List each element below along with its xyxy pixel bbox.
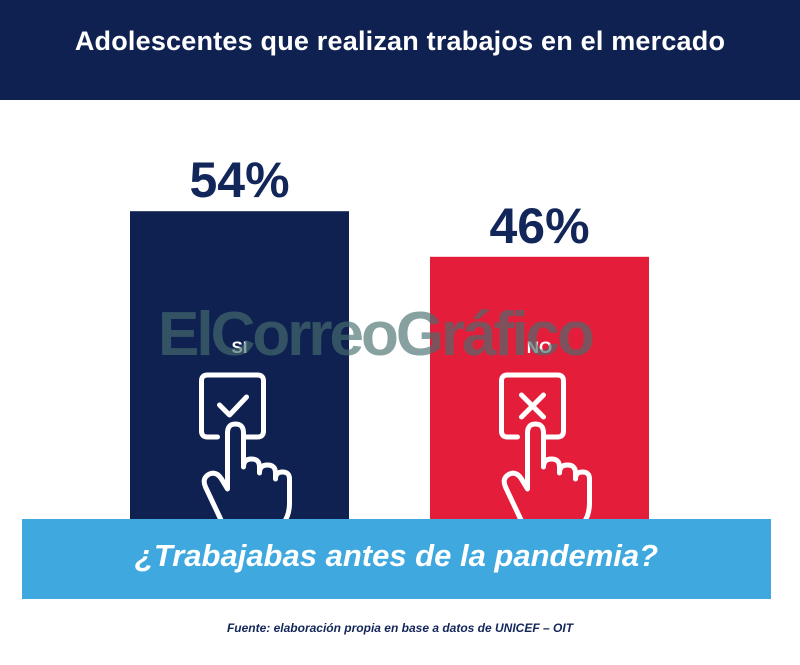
question-band: ¿Trabajabas antes de la pandemia? — [22, 519, 771, 599]
category-label-no: NO — [527, 338, 553, 357]
hand-checkbox-x-icon — [499, 372, 592, 526]
question-text: ¿Trabajabas antes de la pandemia? — [134, 538, 659, 573]
chart-title: Adolescentes que realizan trabajos en el… — [74, 26, 726, 56]
value-label-no: 46% — [489, 198, 589, 254]
category-label-si: SI — [231, 338, 247, 357]
header-bar: Adolescentes que realizan trabajos en el… — [0, 0, 800, 100]
bar-si — [130, 211, 349, 519]
value-label-si: 54% — [189, 152, 289, 208]
hand-checkbox-check-icon — [199, 372, 292, 526]
source-note: Fuente: elaboración propia en base a dat… — [226, 621, 574, 635]
bar-no — [430, 256, 649, 519]
